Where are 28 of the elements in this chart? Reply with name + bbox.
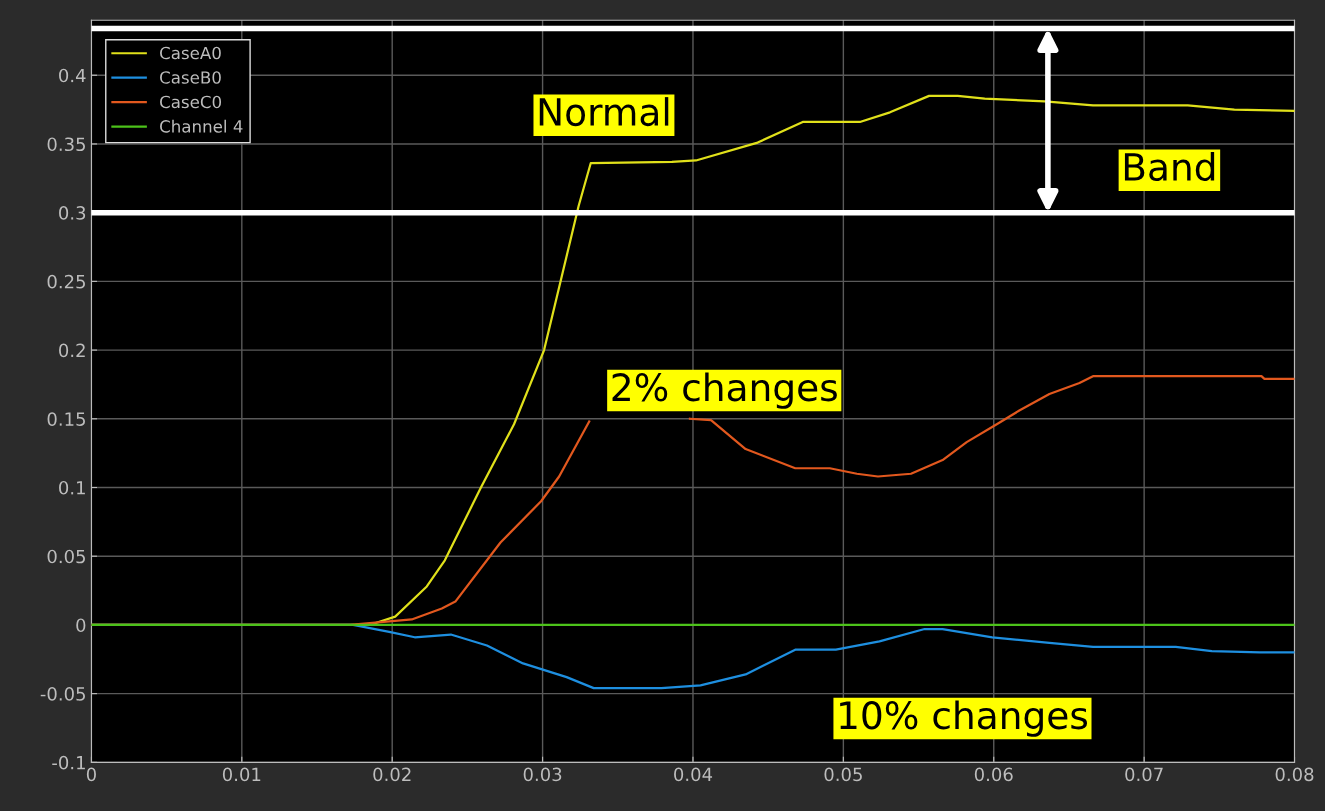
y-tick-label: 0.3 bbox=[59, 206, 86, 220]
x-tick-label: 0.07 bbox=[1125, 767, 1163, 782]
legend-label: CaseC0 bbox=[160, 95, 222, 109]
x-tick-label: 0.05 bbox=[824, 767, 862, 782]
y-tick-label: 0.05 bbox=[47, 549, 85, 564]
annotation: 10% changes bbox=[840, 700, 1088, 737]
y-tick-label: 0.1 bbox=[59, 480, 85, 495]
y-tick-label: -0.05 bbox=[40, 687, 85, 701]
y-tick-label: -0.1 bbox=[52, 755, 85, 770]
y-tick-label: 0 bbox=[76, 618, 86, 633]
annotation: Normal bbox=[539, 97, 669, 127]
legend-label: Channel 4 bbox=[160, 119, 243, 133]
y-tick-label: 0.4 bbox=[59, 68, 86, 83]
annotation: Band bbox=[1124, 152, 1215, 182]
y-tick-label: 0.2 bbox=[59, 343, 85, 358]
annotation: 2% changes bbox=[612, 372, 837, 409]
legend-label: CaseA0 bbox=[160, 46, 221, 60]
x-tick-label: 0 bbox=[86, 767, 96, 782]
x-tick-label: 0.01 bbox=[222, 767, 261, 782]
legend-label: CaseB0 bbox=[160, 71, 221, 84]
y-tick-label: 0.15 bbox=[47, 412, 85, 426]
x-tick-label: 0.08 bbox=[1275, 767, 1314, 782]
x-tick-label: 0.02 bbox=[373, 767, 411, 782]
x-tick-label: 0.06 bbox=[974, 767, 1013, 782]
y-tick-label: 0.35 bbox=[47, 137, 85, 152]
x-tick-label: 0.03 bbox=[523, 767, 562, 782]
x-tick-label: 0.04 bbox=[674, 767, 713, 782]
y-tick-label: 0.25 bbox=[47, 274, 85, 289]
